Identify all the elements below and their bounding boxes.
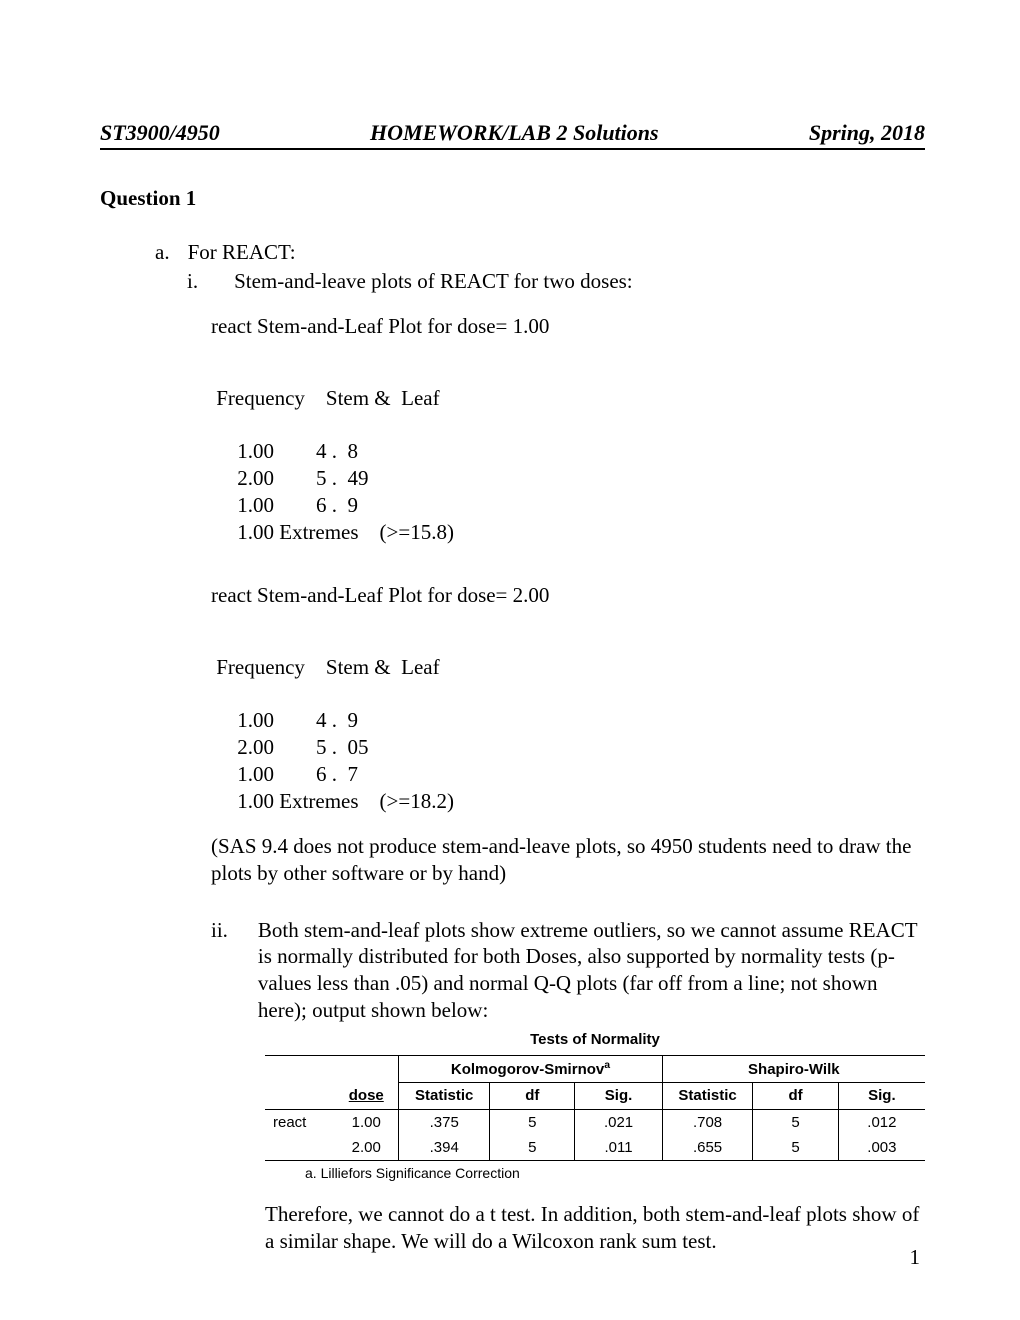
part-i-label: i. [187,268,198,295]
part-i-text: Stem-and-leave plots of REACT for two do… [234,268,633,295]
course-code: ST3900/4950 [100,120,220,146]
sw-sig: .012 [838,1109,925,1135]
plot2-row: 1.00 Extremes (>=18.2) [211,789,454,813]
page-number: 1 [910,1245,921,1270]
stemleaf-plot-1: Frequency Stem & Leaf 1.00 4 . 8 2.00 5 … [211,358,925,546]
freq-header: Frequency Stem & Leaf [211,655,440,679]
ks-sig: .011 [575,1135,662,1161]
homework-title: HOMEWORK/LAB 2 Solutions [370,120,659,146]
plot2-row: 1.00 4 . 9 [211,708,358,732]
ks-stat: .375 [399,1109,490,1135]
plot1-row: 1.00 4 . 8 [211,439,358,463]
page-header: ST3900/4950 HOMEWORK/LAB 2 Solutions Spr… [100,120,925,150]
table-row: 2.00 .394 5 .011 .655 5 .003 [265,1135,925,1161]
table-row: react 1.00 .375 5 .021 .708 5 .012 [265,1109,925,1135]
plot1-row: 1.00 Extremes (>=15.8) [211,520,454,544]
part-a-text: For REACT: [188,239,296,266]
dose-header: dose [334,1083,399,1109]
plot2-row: 1.00 6 . 7 [211,762,358,786]
term: Spring, 2018 [809,120,925,146]
conclusion-text: Therefore, we cannot do a t test. In add… [265,1201,925,1255]
table-title: Tests of Normality [265,1030,925,1049]
ks-sig: .021 [575,1109,662,1135]
table-footnote: a. Lilliefors Significance Correction [305,1165,925,1183]
sas-note: (SAS 9.4 does not produce stem-and-leave… [211,833,925,887]
dose-value: 2.00 [334,1135,399,1161]
col-df: df [490,1083,575,1109]
freq-header: Frequency Stem & Leaf [211,386,440,410]
col-statistic: Statistic [399,1083,490,1109]
ks-header-cell: Kolmogorov-Smirnova [399,1056,662,1083]
part-ii: ii. Both stem-and-leaf plots show extrem… [211,917,925,1025]
part-ii-label: ii. [211,917,228,1025]
part-a-label: a. [155,239,170,266]
sw-header-cell: Shapiro-Wilk [662,1056,925,1083]
sw-stat: .708 [662,1109,753,1135]
col-sig: Sig. [575,1083,662,1109]
sw-stat: .655 [662,1135,753,1161]
ks-df: 5 [490,1109,575,1135]
sw-sig: .003 [838,1135,925,1161]
normality-table: Kolmogorov-Smirnova Shapiro-Wilk dose St… [265,1055,925,1161]
stemleaf-plot-2: Frequency Stem & Leaf 1.00 4 . 9 2.00 5 … [211,627,925,815]
normality-table-block: Tests of Normality Kolmogorov-Smirnova S… [265,1030,925,1183]
question-heading: Question 1 [100,186,925,211]
dose-value: 1.00 [334,1109,399,1135]
col-statistic: Statistic [662,1083,753,1109]
page: ST3900/4950 HOMEWORK/LAB 2 Solutions Spr… [0,0,1020,1320]
plot1-row: 2.00 5 . 49 [211,466,369,490]
col-df: df [753,1083,838,1109]
sw-df: 5 [753,1109,838,1135]
part-a: a. For REACT: i. Stem-and-leave plots of… [155,239,925,1255]
var-label: react [265,1109,334,1135]
part-ii-text: Both stem-and-leaf plots show extreme ou… [258,917,925,1025]
plot1-title: react Stem-and-Leaf Plot for dose= 1.00 [211,313,925,340]
plot2-row: 2.00 5 . 05 [211,735,369,759]
sw-df: 5 [753,1135,838,1161]
ks-stat: .394 [399,1135,490,1161]
plot1-row: 1.00 6 . 9 [211,493,358,517]
col-sig: Sig. [838,1083,925,1109]
ks-df: 5 [490,1135,575,1161]
plot2-title: react Stem-and-Leaf Plot for dose= 2.00 [211,582,925,609]
